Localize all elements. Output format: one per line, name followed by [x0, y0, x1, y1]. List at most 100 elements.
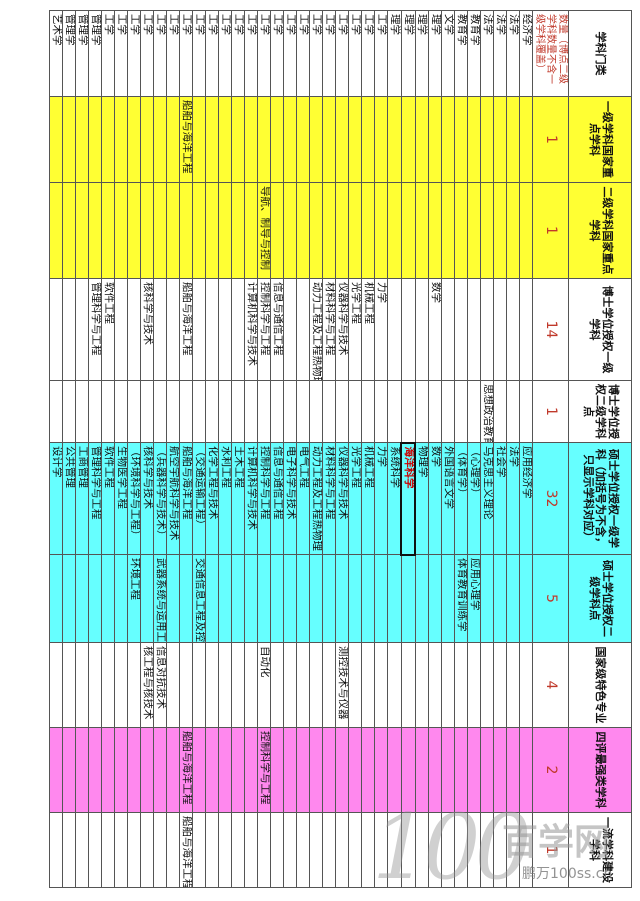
cell-evaluation	[219, 727, 232, 813]
cell-national-key-level2	[102, 182, 115, 279]
header-national-feature: 国家级特色专业	[568, 642, 632, 728]
cell-master-level1: （体育学）	[455, 442, 468, 555]
table-row: 法学 法学	[507, 10, 520, 888]
cell-national-key-level1	[193, 96, 206, 183]
cell-category: 理学	[415, 10, 429, 97]
cell-national-key-level2	[115, 182, 128, 279]
cell-national-key-level2	[180, 182, 193, 279]
cell-national-key-level1	[349, 96, 362, 183]
cell-master-level1: （兵器科学与技术）	[154, 442, 167, 555]
cell-category: 文学	[442, 10, 455, 97]
cell-master-level1: 动力工程及工程热物理	[310, 442, 323, 555]
cell-first-class	[128, 812, 141, 888]
cell-phd-level2	[115, 380, 128, 443]
cell-master-level2	[141, 554, 154, 643]
header-row: 学科门类 一级学科国家重点学科 二级学科国家重点学科 博士学位授权一级学科 博士…	[568, 10, 632, 888]
cell-national-key-level1	[232, 96, 245, 183]
cell-national-feature: 信息对抗技术	[154, 642, 167, 728]
cell-master-level1: （心理学）	[468, 442, 481, 555]
cell-category: 工学	[232, 10, 245, 97]
watermark-digits: 100	[372, 795, 532, 900]
header-category: 学科门类	[568, 10, 632, 97]
cell-national-key-level1	[50, 96, 63, 183]
cell-master-level2	[429, 554, 442, 643]
table-row: 工学 核科学与技术 核科学与技术 核工程与核技术	[141, 10, 154, 888]
cell-national-feature	[388, 642, 402, 728]
cell-phd-level2	[63, 380, 76, 443]
cell-phd-level2	[455, 380, 468, 443]
table-row: 理学 系统科学	[388, 10, 402, 888]
cell-national-key-level2	[388, 182, 402, 279]
cell-national-feature	[323, 642, 336, 728]
cell-national-key-level2	[245, 182, 258, 279]
cell-national-key-level1	[63, 96, 76, 183]
cell-national-feature	[180, 642, 193, 728]
cell-first-class	[76, 812, 89, 888]
table-row: 工学 土木工程	[232, 10, 245, 888]
cell-first-class: 船舶与海洋工程	[180, 812, 193, 888]
cell-phd-level1	[128, 278, 141, 381]
cell-first-class	[271, 812, 284, 888]
count-national-key-level1: 1	[533, 96, 569, 183]
table-row: 工学 化学工程与技术	[206, 10, 219, 888]
cell-phd-level2	[180, 380, 193, 443]
cell-phd-level1	[455, 278, 468, 381]
cell-master-level1: 外国语言文学	[442, 442, 455, 555]
cell-national-key-level1	[388, 96, 402, 183]
cell-national-key-level1	[429, 96, 442, 183]
cell-category: 管理学	[89, 10, 102, 97]
cell-phd-level2	[336, 380, 349, 443]
cell-master-level1: 设计学	[50, 442, 63, 555]
table-row: 理学 数学 数学	[429, 10, 442, 888]
cell-phd-level1	[520, 278, 533, 381]
cell-first-class	[141, 812, 154, 888]
cell-national-feature	[520, 642, 533, 728]
cell-master-level2	[401, 554, 416, 643]
cell-master-level2	[89, 554, 102, 643]
table-row: 教育学 （心理学） 应用心理学	[468, 10, 481, 888]
cell-national-key-level2	[362, 182, 375, 279]
cell-category: 管理学	[76, 10, 89, 97]
cell-master-level1: 工商管理	[76, 442, 89, 555]
cell-phd-level1	[481, 278, 494, 381]
cell-phd-level1	[154, 278, 167, 381]
cell-master-level1: 生物医学工程	[115, 442, 128, 555]
cell-master-level1: 电子科学与技术	[284, 442, 297, 555]
cell-phd-level2	[232, 380, 245, 443]
cell-master-level2	[258, 554, 271, 643]
cell-category: 工学	[245, 10, 258, 97]
cell-national-key-level1	[455, 96, 468, 183]
table-row: 工学 电子科学与技术	[284, 10, 297, 888]
count-label: 数量（博点二级学科数量不含一级学科覆盖）	[533, 10, 569, 97]
cell-evaluation	[336, 727, 349, 813]
cell-phd-level2	[219, 380, 232, 443]
cell-evaluation	[245, 727, 258, 813]
cell-master-level1: 公共管理	[63, 442, 76, 555]
cell-category: 工学	[219, 10, 232, 97]
cell-national-key-level2	[193, 182, 206, 279]
cell-master-level1: 船舶与海洋工程	[180, 442, 193, 555]
cell-first-class	[245, 812, 258, 888]
cell-category: 工学	[362, 10, 375, 97]
cell-category: 工学	[115, 10, 128, 97]
cell-phd-level1	[206, 278, 219, 381]
cell-national-key-level1	[481, 96, 494, 183]
cell-national-key-level1	[167, 96, 180, 183]
cell-first-class	[336, 812, 349, 888]
table-row: 工学 航空宇航科学与技术	[167, 10, 180, 888]
cell-master-level1: 信息与通信工程	[271, 442, 284, 555]
cell-first-class	[232, 812, 245, 888]
cell-national-key-level1	[245, 96, 258, 183]
cell-master-level1: 水利工程	[219, 442, 232, 555]
cell-master-level1: 海洋科学	[401, 442, 416, 555]
cell-national-feature: 测控技术与仪器	[336, 642, 349, 728]
cell-master-level1: （环境科学与工程）	[128, 442, 141, 555]
cell-master-level1: 马克思主义理论	[481, 442, 494, 555]
cell-phd-level2	[310, 380, 323, 443]
cell-category: 管理学	[63, 10, 76, 97]
cell-master-level1: 管理科学与工程	[89, 442, 102, 555]
cell-category: 工学	[336, 10, 349, 97]
cell-master-level2	[206, 554, 219, 643]
cell-master-level1: 化学工程与技术	[206, 442, 219, 555]
